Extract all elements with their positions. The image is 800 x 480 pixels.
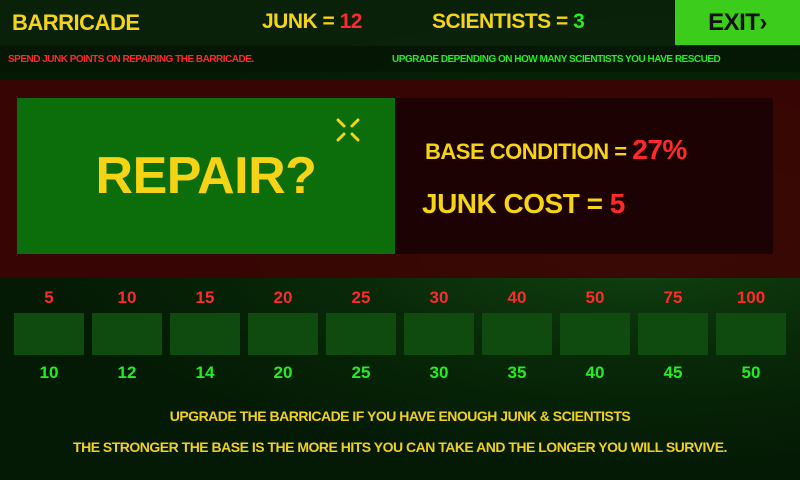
upgrade-junk-cost: 25	[351, 288, 371, 307]
scientists-hint: UPGRADE DEPENDING ON HOW MANY SCIENTISTS…	[392, 54, 721, 65]
upgrade-scientists-required: 35	[507, 363, 527, 382]
scientists-label: SCIENTISTS =	[432, 10, 574, 33]
footer-line-1: UPGRADE THE BARRICADE IF YOU HAVE ENOUGH…	[169, 408, 631, 424]
upgrade-slot[interactable]	[482, 313, 552, 355]
upgrade-junk-cost: 30	[429, 288, 449, 307]
upgrade-scientists-required: 25	[351, 363, 371, 382]
sub-bar	[0, 46, 800, 72]
crosshair-icon	[336, 118, 360, 142]
upgrade-junk-cost: 20	[273, 288, 293, 307]
scientists-counter: SCIENTISTS = 3	[432, 10, 585, 34]
upgrade-slot[interactable]	[92, 313, 162, 355]
condition-value: 27%	[632, 134, 687, 165]
upgrade-scientists-required: 50	[741, 363, 761, 382]
upgrade-scientists-required: 12	[117, 363, 137, 382]
junk-cost: JUNK COST = 5	[422, 188, 625, 220]
upgrade-slot[interactable]	[326, 313, 396, 355]
exit-button[interactable]: EXIT›	[675, 0, 800, 45]
upgrade-junk-cost: 5	[44, 288, 54, 307]
exit-label: EXIT›	[708, 8, 767, 36]
upgrade-scientists-required: 40	[585, 363, 605, 382]
junk-hint: SPEND JUNK POINTS ON REPAIRING THE BARRI…	[8, 54, 254, 65]
junk-counter: JUNK = 12	[262, 10, 362, 34]
upgrade-junk-cost: 100	[736, 288, 766, 307]
upgrade-scientists-required: 45	[663, 363, 683, 382]
upgrade-slot[interactable]	[560, 313, 630, 355]
upgrade-slot[interactable]	[170, 313, 240, 355]
cost-label: JUNK COST =	[422, 188, 610, 219]
scientists-value: 3	[573, 10, 585, 33]
top-bar	[0, 0, 800, 46]
info-panel	[395, 98, 773, 254]
upgrade-junk-cost: 15	[195, 288, 215, 307]
screen-title: BARRICADE	[12, 10, 140, 35]
upgrade-slot[interactable]	[404, 313, 474, 355]
repair-button[interactable]: REPAIR?	[17, 98, 395, 254]
upgrade-junk-cost: 40	[507, 288, 527, 307]
upgrade-scientists-required: 30	[429, 363, 449, 382]
upgrade-slot[interactable]	[716, 313, 786, 355]
junk-label: JUNK =	[262, 10, 340, 33]
cost-value: 5	[609, 188, 626, 219]
condition-label: BASE CONDITION =	[425, 139, 633, 164]
upgrade-junk-cost: 75	[663, 288, 683, 307]
upgrade-slot[interactable]	[638, 313, 708, 355]
upgrade-scientists-required: 14	[195, 363, 215, 382]
upgrade-slot[interactable]	[248, 313, 318, 355]
upgrade-junk-cost: 10	[117, 288, 137, 307]
footer-line-2: THE STRONGER THE BASE IS THE MORE HITS Y…	[73, 439, 727, 455]
upgrade-scientists-required: 20	[273, 363, 293, 382]
base-condition: BASE CONDITION = 27%	[425, 134, 687, 166]
upgrade-slot[interactable]	[14, 313, 84, 355]
upgrade-junk-cost: 50	[585, 288, 605, 307]
junk-value: 12	[339, 10, 363, 33]
repair-label: REPAIR?	[95, 147, 317, 205]
upgrade-scientists-required: 10	[39, 363, 59, 382]
